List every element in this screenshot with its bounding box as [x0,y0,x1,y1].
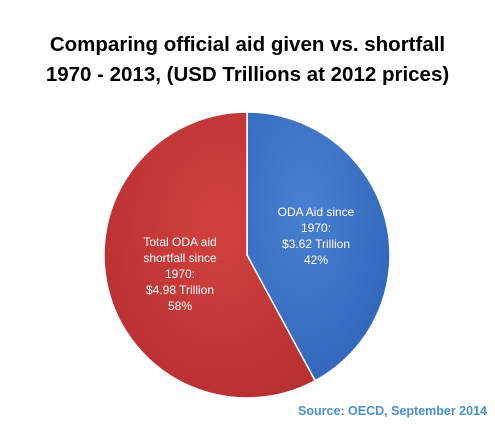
slice-label-line: $3.62 Trillion [282,237,350,251]
slice-label-line: 42% [304,253,328,267]
slice-label-line: ODA Aid since [278,205,355,219]
chart-title-line-1: Comparing official aid given vs. shortfa… [49,33,446,56]
slice-label-line: Total ODA aid [143,235,216,249]
source-note: Source: OECD, September 2014 [298,404,487,418]
slice-label-line: $4.98 Trillion [146,283,214,297]
slice-label-aid-shortfall: Total ODA aid shortfall since 1970: $4.98 T… [143,235,217,313]
slice-label-line: shortfall since [143,251,217,265]
slice-label-oda-aid: ODA Aid since 1970: $3.62 Trillion 42% [278,205,355,267]
chart-title: Comparing official aid given vs. shortfa… [0,30,495,90]
slice-label-line: 1970: [165,267,195,281]
chart-title-line-2: 1970 - 2013, (USD Trillions at 2012 pric… [45,63,450,86]
slice-aid-shortfall [103,111,317,399]
slice-oda-aid [246,111,391,382]
slice-label-line: 1970: [301,221,331,235]
slice-label-line: 58% [168,299,192,313]
